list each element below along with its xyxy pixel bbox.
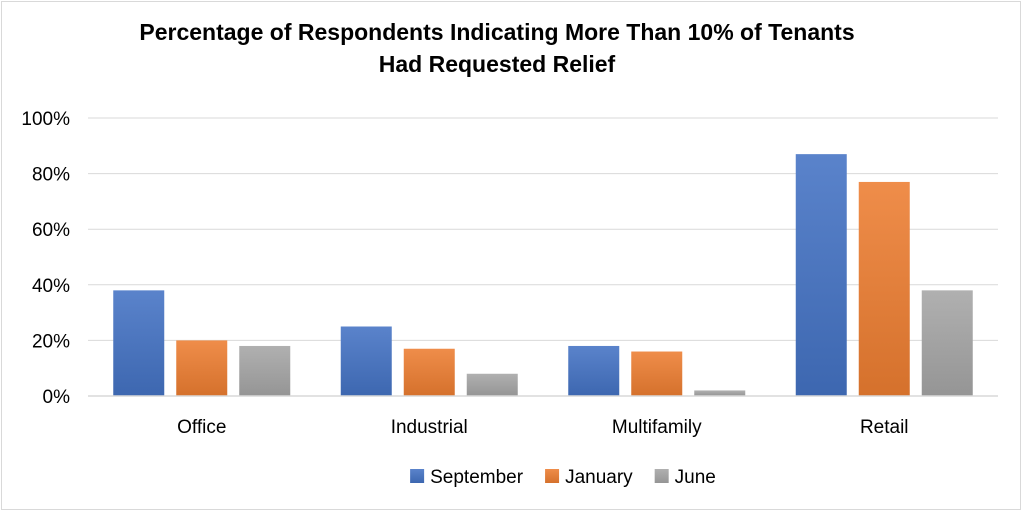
category-labels: Office Industrial Multifamily Retail — [177, 417, 908, 438]
chart-title-line-2: Had Requested Relief — [378, 51, 616, 77]
y-tick-label: 20% — [32, 331, 70, 352]
y-tick-label: 0% — [43, 387, 71, 408]
bar-september-industrial — [340, 326, 392, 396]
bar-september-retail — [795, 154, 847, 396]
legend-swatch-september — [410, 469, 425, 483]
chart-title: Percentage of Respondents Indicating Mor… — [2, 16, 992, 80]
bar-january-industrial — [403, 348, 455, 396]
bar-january-multifamily — [631, 351, 683, 396]
legend-label-september: September — [430, 467, 524, 488]
bar-january-retail — [858, 181, 910, 396]
legend: September January June — [410, 467, 716, 488]
legend-label-june: June — [675, 467, 716, 488]
bars — [113, 154, 973, 396]
y-tick-label: 40% — [32, 276, 70, 297]
bar-january-office — [176, 340, 228, 396]
bar-june-office — [239, 345, 291, 396]
category-label: Retail — [860, 417, 909, 438]
y-tick-label: 80% — [32, 165, 70, 186]
category-label: Office — [177, 417, 226, 438]
y-tick-label: 60% — [32, 220, 70, 241]
legend-swatch-june — [654, 469, 669, 483]
y-tick-label: 100% — [21, 109, 70, 130]
legend-label-january: January — [565, 467, 633, 488]
bar-june-multifamily — [694, 390, 746, 396]
chart-title-line-1: Percentage of Respondents Indicating Mor… — [139, 19, 855, 45]
bar-june-retail — [921, 290, 973, 396]
bar-september-multifamily — [568, 345, 620, 396]
y-axis-tick-labels: 0% 20% 40% 60% 80% 100% — [21, 109, 70, 408]
bar-june-industrial — [466, 373, 518, 396]
bar-september-office — [113, 290, 165, 396]
category-label: Multifamily — [612, 417, 702, 438]
legend-swatch-january — [545, 469, 560, 483]
category-label: Industrial — [391, 417, 468, 438]
